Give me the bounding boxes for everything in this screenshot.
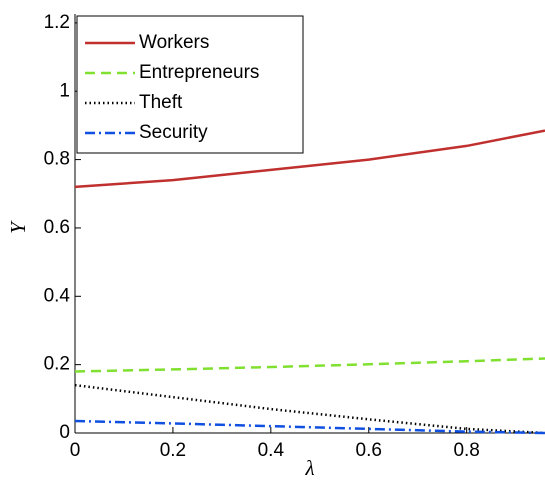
x-tick-label: 0.6 bbox=[356, 440, 382, 461]
x-tick-label: 0.8 bbox=[453, 440, 479, 461]
legend-label: Theft bbox=[139, 92, 183, 113]
y-tick-label: 0.4 bbox=[44, 285, 71, 306]
series-line bbox=[74, 383, 545, 435]
legend-label: Security bbox=[139, 122, 208, 143]
x-axis-label: λ bbox=[304, 456, 314, 480]
x-tick-label: 0.2 bbox=[160, 440, 186, 461]
legend-label: Entrepreneurs bbox=[139, 62, 259, 83]
y-tick-label: 0.8 bbox=[44, 149, 70, 170]
y-tick-label: 0.6 bbox=[44, 217, 70, 238]
x-tick-label: 0 bbox=[70, 440, 81, 461]
y-axis-label: Y bbox=[6, 220, 30, 234]
y-tick-label: 0.2 bbox=[44, 354, 70, 375]
series-line bbox=[74, 357, 545, 373]
x-tick-label: 0.4 bbox=[258, 440, 285, 461]
series-line bbox=[74, 419, 545, 435]
series-line bbox=[74, 129, 545, 189]
y-tick-label: 0 bbox=[59, 422, 70, 443]
y-tick-label: 1 bbox=[59, 80, 70, 101]
legend-label: Workers bbox=[139, 32, 209, 53]
legend-box bbox=[76, 15, 304, 154]
y-tick-label: 1.2 bbox=[44, 12, 70, 33]
